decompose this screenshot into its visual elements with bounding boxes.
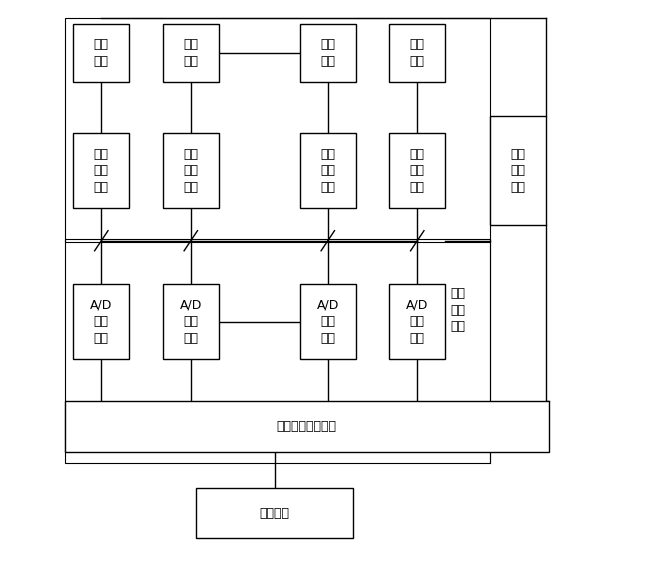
Text: A/D
转换
模块: A/D 转换 模块 [179, 298, 202, 345]
Text: 光敏
单元: 光敏 单元 [183, 38, 198, 68]
Text: 增益
调整
模块: 增益 调整 模块 [510, 148, 525, 193]
Text: 光敏
单元: 光敏 单元 [320, 38, 335, 68]
Bar [65, 239, 490, 463]
Bar [389, 284, 445, 359]
Text: 积分
放大
模块: 积分 放大 模块 [183, 148, 198, 193]
Text: 积分
放大
模块: 积分 放大 模块 [94, 148, 109, 193]
Bar [163, 133, 219, 209]
Text: 积分
放大
模块: 积分 放大 模块 [410, 148, 424, 193]
Bar [490, 116, 546, 225]
Text: 控制系统: 控制系统 [259, 506, 290, 520]
Bar [300, 284, 356, 359]
Text: 光敏
单元: 光敏 单元 [410, 38, 424, 68]
Bar [163, 24, 219, 83]
Text: 高速
选通
开关: 高速 选通 开关 [450, 287, 465, 333]
Bar [300, 24, 356, 83]
Bar [196, 488, 353, 538]
Text: A/D
转换
模块: A/D 转换 模块 [406, 298, 428, 345]
Bar [73, 24, 129, 83]
Bar [300, 133, 356, 209]
Bar [65, 401, 549, 451]
Bar [389, 133, 445, 209]
Text: A/D
转换
模块: A/D 转换 模块 [90, 298, 112, 345]
Text: 光敏
单元: 光敏 单元 [94, 38, 109, 68]
Bar [65, 18, 490, 242]
Bar [389, 24, 445, 83]
Bar [73, 284, 129, 359]
Bar [73, 133, 129, 209]
Text: A/D
转换
模块: A/D 转换 模块 [317, 298, 339, 345]
Text: 积分
放大
模块: 积分 放大 模块 [320, 148, 335, 193]
Bar [163, 284, 219, 359]
Text: 数据采集传输模块: 数据采集传输模块 [277, 420, 337, 433]
